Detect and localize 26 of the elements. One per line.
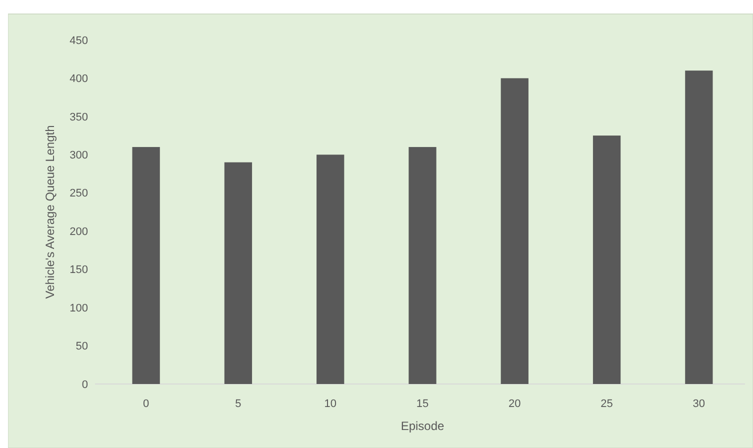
y-axis-title: Vehicle's Average Queue Length <box>43 125 57 299</box>
x-tick-label: 5 <box>235 398 242 410</box>
y-tick-label: 200 <box>70 226 88 238</box>
x-tick-label: 30 <box>692 398 706 410</box>
bar <box>408 147 436 384</box>
y-tick-label: 0 <box>82 378 88 391</box>
y-tick-label: 300 <box>70 150 88 162</box>
y-tick-label: 50 <box>76 340 88 353</box>
bar <box>224 162 252 384</box>
bar <box>592 136 621 384</box>
y-tick-label: 400 <box>70 73 88 86</box>
y-tick-label: 100 <box>70 302 88 314</box>
x-tick-label: 20 <box>508 398 521 410</box>
x-tick-label: 10 <box>324 398 336 410</box>
bar <box>685 70 713 384</box>
y-tick-label: 150 <box>70 264 88 276</box>
x-tick-label: 0 <box>143 398 150 410</box>
y-tick-label: 450 <box>70 34 88 47</box>
x-tick-label: 15 <box>416 398 429 410</box>
y-tick-label: 250 <box>70 188 88 200</box>
x-axis-title: Episode <box>400 419 445 433</box>
x-tick-label: 25 <box>600 398 613 410</box>
bar <box>316 154 344 384</box>
y-tick-label: 350 <box>70 111 88 124</box>
bar <box>500 78 528 384</box>
bar <box>132 147 160 384</box>
